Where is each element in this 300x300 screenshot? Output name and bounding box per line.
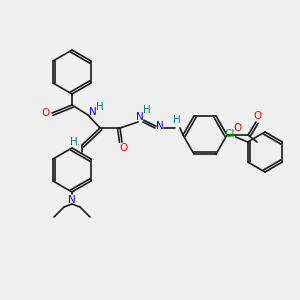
Text: N: N [156, 121, 164, 131]
Text: O: O [42, 108, 50, 118]
Text: H: H [173, 115, 181, 125]
Text: O: O [233, 123, 242, 133]
Text: N: N [136, 112, 144, 122]
Text: O: O [120, 143, 128, 153]
Text: H: H [70, 137, 78, 147]
Text: N: N [68, 195, 76, 205]
Text: H: H [143, 105, 151, 115]
Text: H: H [96, 102, 104, 112]
Text: N: N [89, 107, 97, 117]
Text: O: O [254, 111, 262, 121]
Text: Cl: Cl [224, 129, 235, 139]
